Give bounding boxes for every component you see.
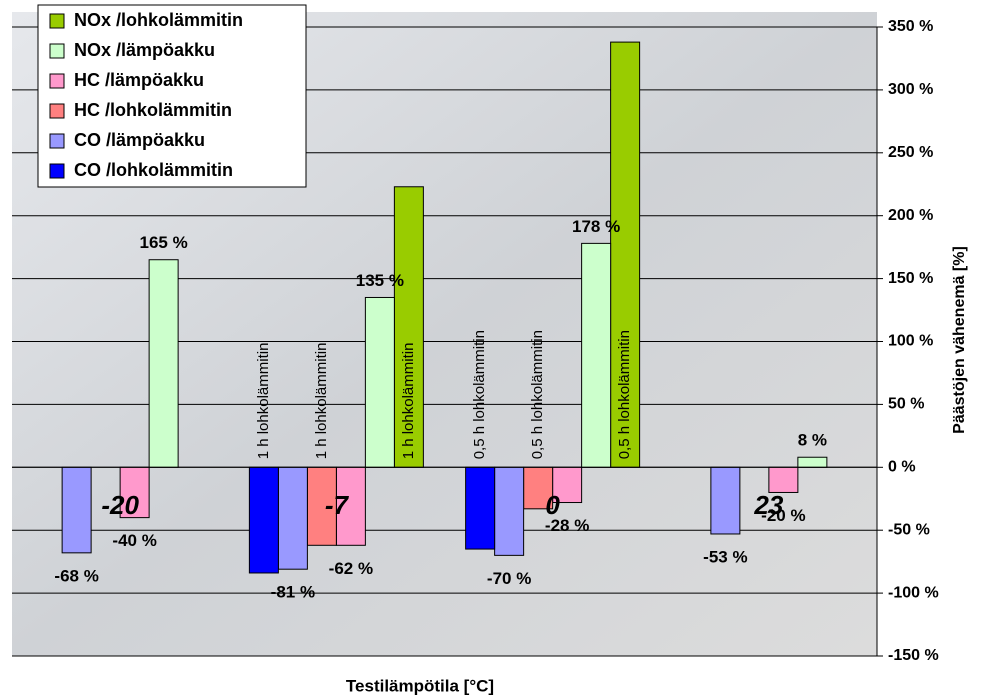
legend-label: HC /lohkolämmitin [74, 100, 232, 120]
category-label: -7 [325, 490, 350, 520]
legend-label: HC /lämpöakku [74, 70, 204, 90]
y-tick-label: 150 % [888, 270, 933, 287]
annotation: 0,5 h lohkolämmitin [471, 330, 488, 459]
annotation: 0,5 h lohkolämmitin [616, 330, 633, 459]
y-tick-label: 300 % [888, 81, 933, 98]
annotation: 1 h lohkolämmitin [255, 343, 272, 460]
bar [552, 466, 583, 504]
bar [523, 466, 554, 510]
bar [768, 466, 799, 493]
category-label: 0 [545, 490, 560, 520]
y-tick-label: 250 % [888, 144, 933, 161]
data-label: -28 % [545, 516, 589, 535]
legend-label: NOx /lämpöakku [74, 40, 215, 60]
data-label: -81 % [271, 583, 315, 602]
legend-label: CO /lohkolämmitin [74, 160, 233, 180]
legend-swatch [49, 43, 65, 59]
bar [797, 456, 828, 468]
y-tick-label: 200 % [888, 207, 933, 224]
bar [306, 466, 337, 546]
bar [581, 242, 612, 468]
annotation: 1 h lohkolämmitin [400, 343, 417, 460]
data-label: -53 % [703, 547, 747, 566]
y-tick-label: 0 % [888, 459, 916, 476]
x-axis-title: Testilämpötila [°C] [346, 676, 494, 695]
bar [364, 296, 395, 468]
data-label: -68 % [54, 566, 98, 585]
legend-swatch [49, 73, 65, 89]
bar [277, 466, 308, 570]
y-tick-label: -100 % [888, 584, 939, 601]
category-label: 23 [753, 490, 783, 520]
annotation: 1 h lohkolämmitin [313, 343, 330, 460]
y-tick-label: 350 % [888, 18, 933, 35]
annotation: 0,5 h lohkolämmitin [529, 330, 546, 459]
bar [494, 466, 525, 556]
y-tick-label: 50 % [888, 396, 924, 413]
data-label: -40 % [112, 531, 156, 550]
data-label: -70 % [487, 569, 531, 588]
legend-swatch [49, 163, 65, 179]
legend-label: CO /lämpöakku [74, 130, 205, 150]
bar [335, 466, 366, 546]
bar [148, 259, 179, 468]
legend-label: NOx /lohkolämmitin [74, 10, 243, 30]
legend-swatch [49, 13, 65, 29]
data-label: -62 % [329, 559, 373, 578]
data-label: 135 % [356, 271, 404, 290]
category-label: -20 [101, 490, 139, 520]
y-tick-label: -50 % [888, 521, 930, 538]
y-tick-label: -150 % [888, 647, 939, 664]
bar [61, 466, 92, 554]
bar [710, 466, 741, 535]
bar [465, 466, 496, 550]
y-axis-title: Päästöjen vähenemä [%] [951, 246, 968, 434]
bar [119, 466, 150, 519]
legend-swatch [49, 133, 65, 149]
bar [248, 466, 279, 574]
data-label: 8 % [798, 431, 827, 450]
data-label: 178 % [572, 217, 620, 236]
data-label: 165 % [140, 233, 188, 252]
legend-swatch [49, 103, 65, 119]
data-label: -20 % [761, 506, 805, 525]
legend-box [37, 4, 307, 188]
y-tick-label: 100 % [888, 333, 933, 350]
